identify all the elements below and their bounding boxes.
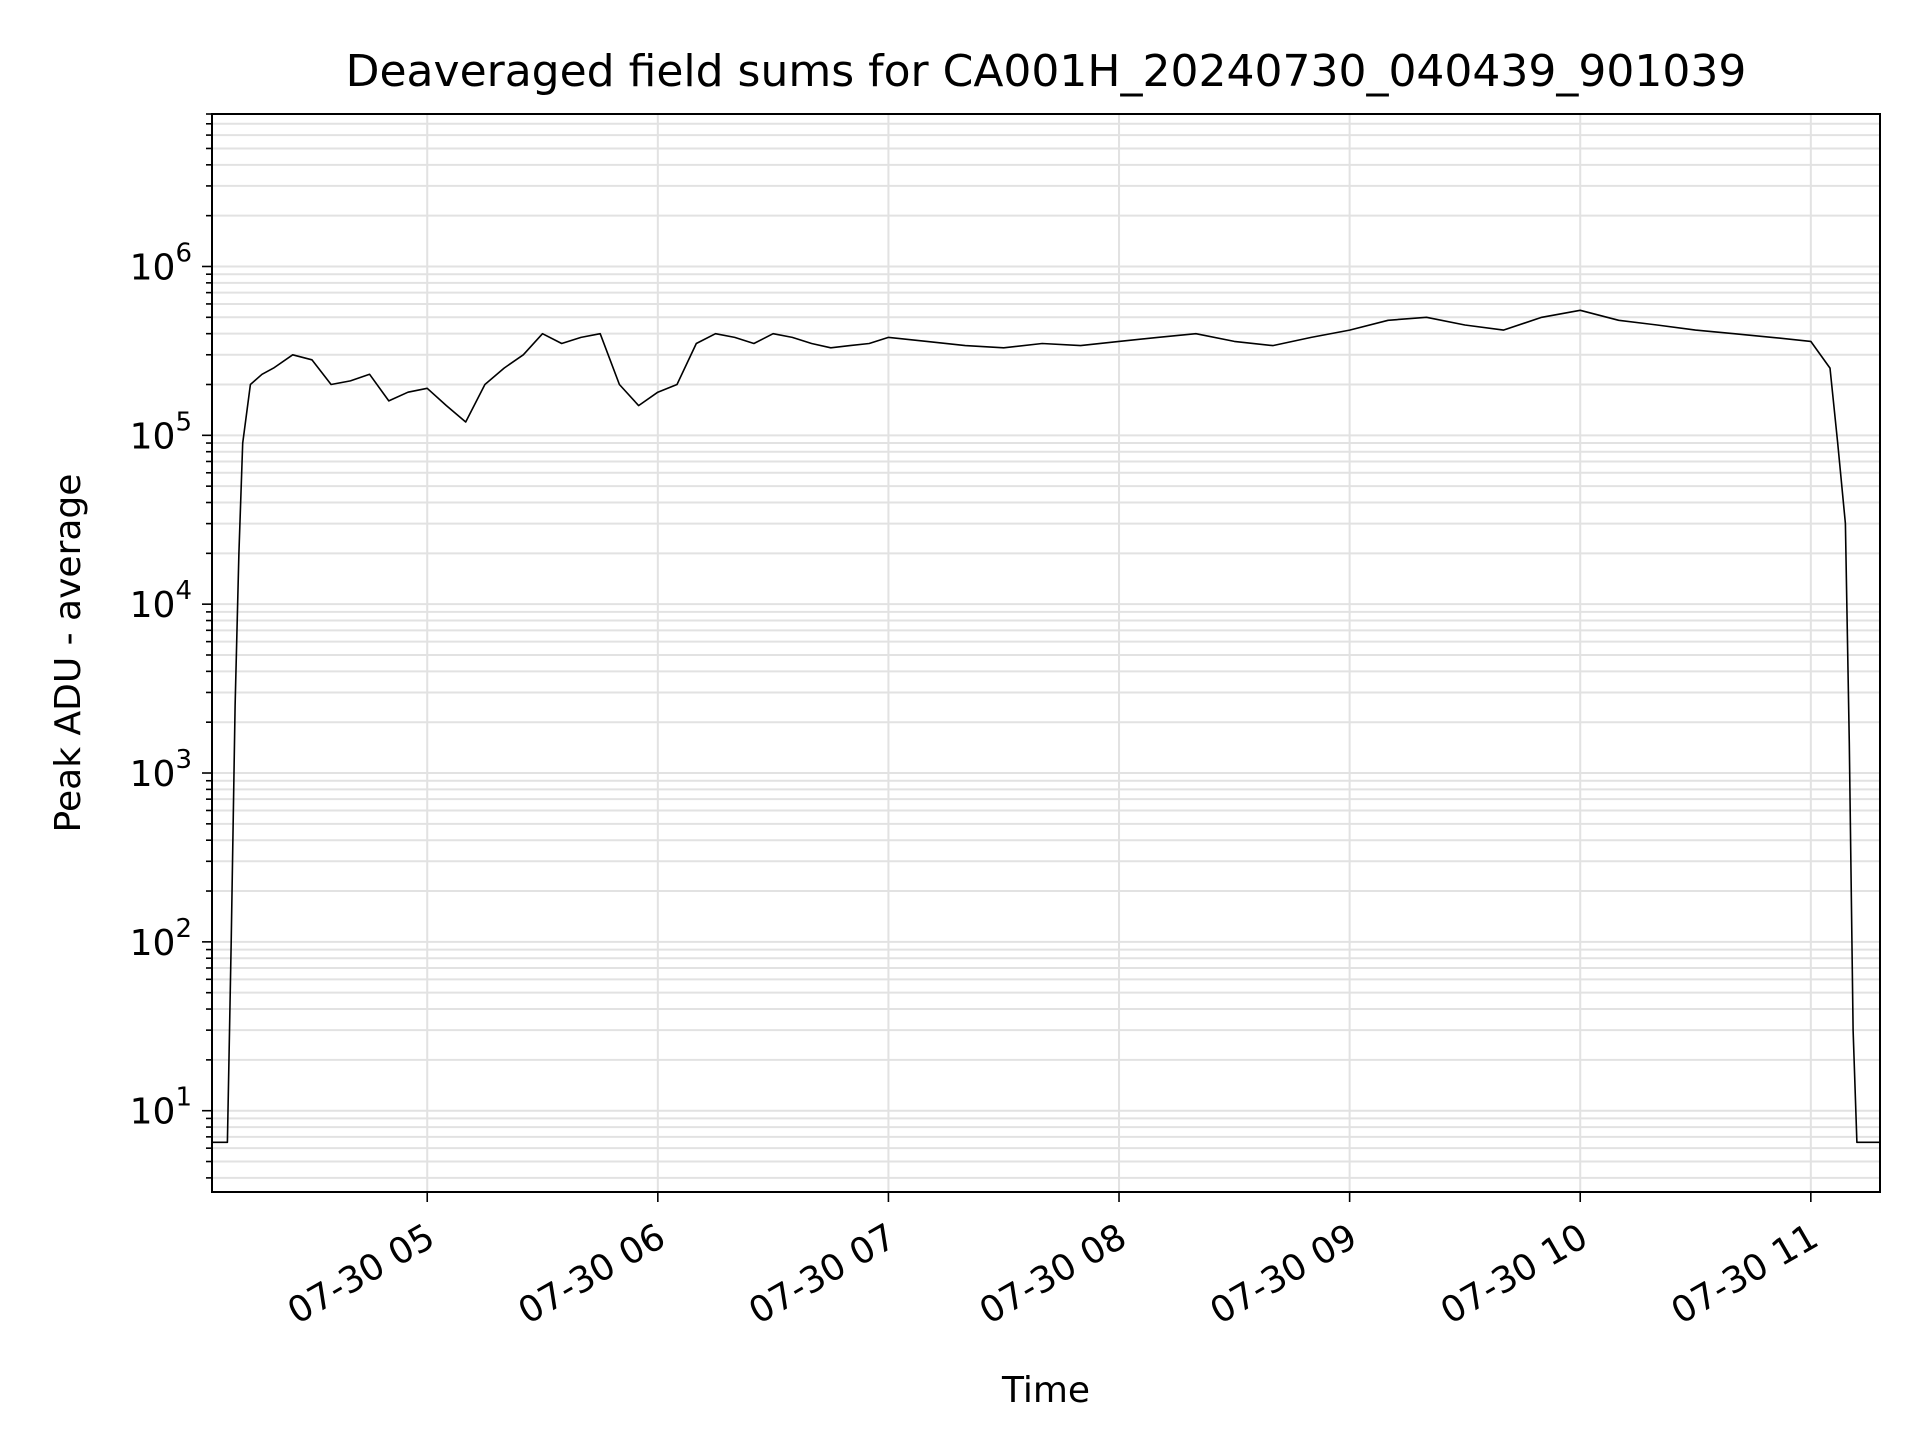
- y-tick-base: 10: [130, 1092, 176, 1133]
- y-tick-base: 10: [130, 247, 176, 288]
- y-tick-exponent: 5: [175, 407, 192, 437]
- y-tick-label: 103: [130, 745, 192, 795]
- y-tick-base: 10: [130, 754, 176, 795]
- y-tick-label: 105: [130, 407, 192, 457]
- y-tick-base: 10: [130, 585, 176, 626]
- grid: [212, 113, 1880, 1192]
- y-tick-exponent: 3: [175, 745, 192, 775]
- y-tick-exponent: 1: [175, 1083, 192, 1113]
- chart-title: Deaveraged field sums for CA001H_2024073…: [346, 46, 1747, 97]
- x-axis-label: Time: [1001, 1370, 1090, 1411]
- series-line: [212, 309, 1880, 1144]
- y-tick-label: 104: [130, 576, 192, 626]
- y-tick-exponent: 6: [175, 238, 192, 268]
- y-tick-base: 10: [130, 923, 176, 964]
- y-tick-label: 106: [130, 238, 192, 288]
- y-tick-label: 102: [130, 914, 192, 964]
- y-axis-label: Peak ADU - average: [48, 474, 89, 833]
- plot-frame: [211, 113, 1881, 1193]
- y-tick-exponent: 4: [175, 576, 192, 606]
- y-tick-base: 10: [130, 416, 176, 457]
- y-tick-exponent: 2: [175, 914, 192, 944]
- y-tick-label: 101: [130, 1083, 192, 1133]
